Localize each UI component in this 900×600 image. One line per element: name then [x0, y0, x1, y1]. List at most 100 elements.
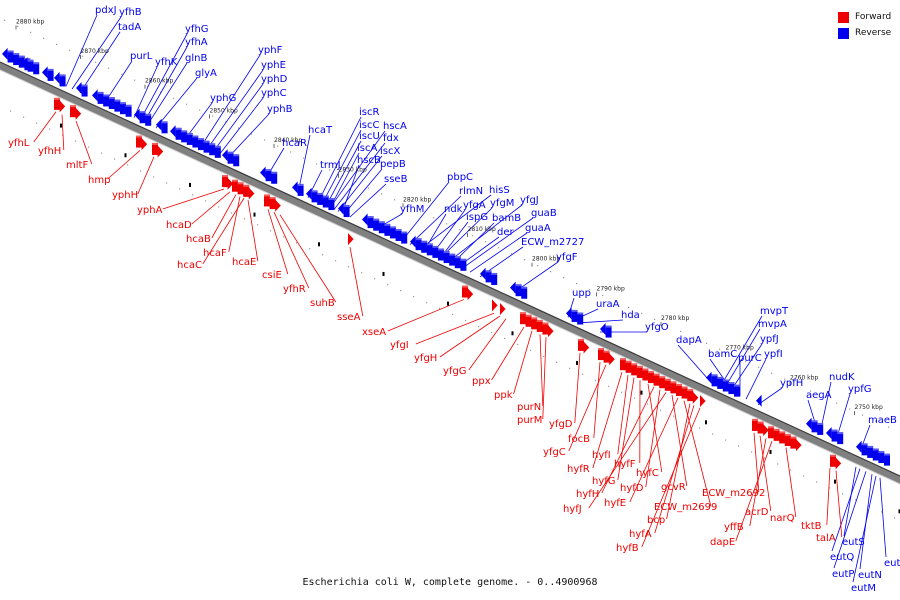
gene-label: yfgJ [520, 195, 539, 206]
gene-label: iscU [359, 131, 380, 142]
forward-gene-arrow [232, 179, 255, 200]
gene-label: sseA [337, 312, 361, 323]
forward-gene-arrow [752, 418, 769, 437]
gene-label: ECW_m2727 [521, 237, 584, 248]
gene-label: hda [621, 310, 640, 321]
minor-tick [447, 301, 449, 306]
minor-tick [382, 271, 385, 276]
backbone-top-edge [0, 61, 900, 477]
gene-label: gcvR [661, 482, 686, 493]
gene-label: eutN [858, 570, 882, 581]
gene-label: sseB [384, 174, 408, 185]
gene-label: yfgI [390, 340, 409, 351]
gene-label: eutQ [830, 552, 854, 563]
gene-label: ypfG [848, 384, 872, 395]
gene-label: hcaE [232, 257, 256, 268]
reverse-gene-arrow [156, 118, 168, 134]
gene-label: yfhM [400, 204, 424, 215]
gene-label: hyfA [629, 529, 652, 540]
gene-label: xseA [362, 327, 386, 338]
gene-label: nudK [829, 372, 855, 383]
minor-tick [511, 331, 514, 336]
reverse-gene-arrow [260, 166, 278, 184]
gene-arrows [2, 47, 890, 470]
minor-tick [834, 479, 836, 484]
minor-tick [124, 153, 127, 158]
gene-label: yphF [258, 45, 283, 56]
gene-label: yfgH [414, 353, 437, 364]
reverse-gene-arrow [222, 149, 240, 167]
reverse-gene-arrow [76, 81, 88, 97]
gene-label: purC [738, 353, 762, 364]
gene-label: yfhR [283, 284, 306, 295]
kbp-tick-label: 2830 kbp [339, 167, 367, 174]
gene-label: hscB [357, 155, 381, 166]
forward-gene-arrow [492, 299, 498, 312]
gene-label: pbpC [447, 172, 473, 183]
gene-label: guaB [531, 208, 557, 219]
gene-label: guaA [525, 223, 551, 234]
gene-label: aegA [806, 390, 832, 401]
gene-label: hyfC [636, 468, 659, 479]
backbone-bottom-edge [0, 69, 900, 485]
genome-backbone [0, 61, 900, 485]
minor-tick [769, 449, 772, 454]
label-leader-lines [33, 14, 887, 583]
gene-label: yfhK [155, 57, 178, 68]
forward-gene-arrow [54, 97, 66, 113]
forward-gene-arrow [136, 135, 148, 151]
gene-label: dapA [676, 335, 702, 346]
reverse-gene-arrow [510, 281, 528, 299]
gene-label: suhB [310, 298, 335, 309]
kbp-tick-label: 2790 kbp [597, 285, 625, 292]
minor-tick [898, 509, 900, 514]
gene-label: hyfE [604, 498, 626, 509]
forward-gene-arrow [598, 348, 615, 366]
gene-label: hyfR [567, 464, 590, 475]
legend-reverse-label: Reverse [855, 28, 892, 38]
gene-label: csiE [262, 270, 282, 281]
kbp-tick: 2880 kbp [15, 18, 44, 30]
gene-label: pdxJ [95, 5, 117, 16]
gene-label: hyfI [592, 450, 611, 461]
legend-reverse: Reverse [838, 25, 891, 41]
minor-tick [60, 123, 62, 128]
gene-label: mvpT [760, 306, 789, 317]
gene-label: yfgC [543, 447, 566, 458]
gene-label: hcaD [166, 220, 192, 231]
legend: Forward Reverse [838, 9, 891, 41]
gene-label: iscX [380, 146, 400, 157]
gene-label: ECW_m2692 [702, 488, 765, 499]
kbp-tick-label: 2800 kbp [532, 256, 560, 263]
forward-gene-arrow [830, 454, 842, 470]
forward-gene-arrow [578, 338, 590, 354]
kbp-tick: 2840 kbp [273, 137, 302, 149]
gene-label: ypfJ [760, 334, 779, 345]
kbp-tick-label: 2810 kbp [468, 226, 496, 233]
kbp-tick-label: 2880 kbp [16, 18, 44, 25]
kbp-tick-label: 2840 kbp [274, 137, 302, 144]
gene-label: glnB [185, 53, 207, 64]
gene-label: pepB [380, 159, 406, 170]
minor-tick [640, 390, 643, 395]
backbone-band [0, 62, 900, 484]
forward-gene-arrow [462, 285, 474, 301]
gene-label: yfgM [490, 198, 514, 209]
forward-gene-arrow [348, 233, 354, 246]
kbp-tick: 2780 kbp [660, 315, 689, 327]
gene-label: dapE [710, 537, 735, 548]
gene-label: eutS [842, 537, 865, 548]
gene-label: bcp [647, 515, 665, 526]
gene-label: purL [130, 51, 153, 62]
gene-label: hcaT [308, 125, 333, 136]
forward-gene-arrow [700, 395, 706, 407]
reverse-gene-arrow [42, 66, 54, 81]
reverse-gene-arrow [338, 202, 350, 218]
gene-label: hyfH [576, 489, 599, 500]
gene-label: bamB [492, 213, 521, 224]
gene-label: hyfJ [563, 504, 582, 515]
forward-gene-arrow [264, 194, 281, 212]
kbp-tick: 2870 kbp [80, 48, 109, 60]
reverse-gene-arrow [566, 307, 584, 325]
